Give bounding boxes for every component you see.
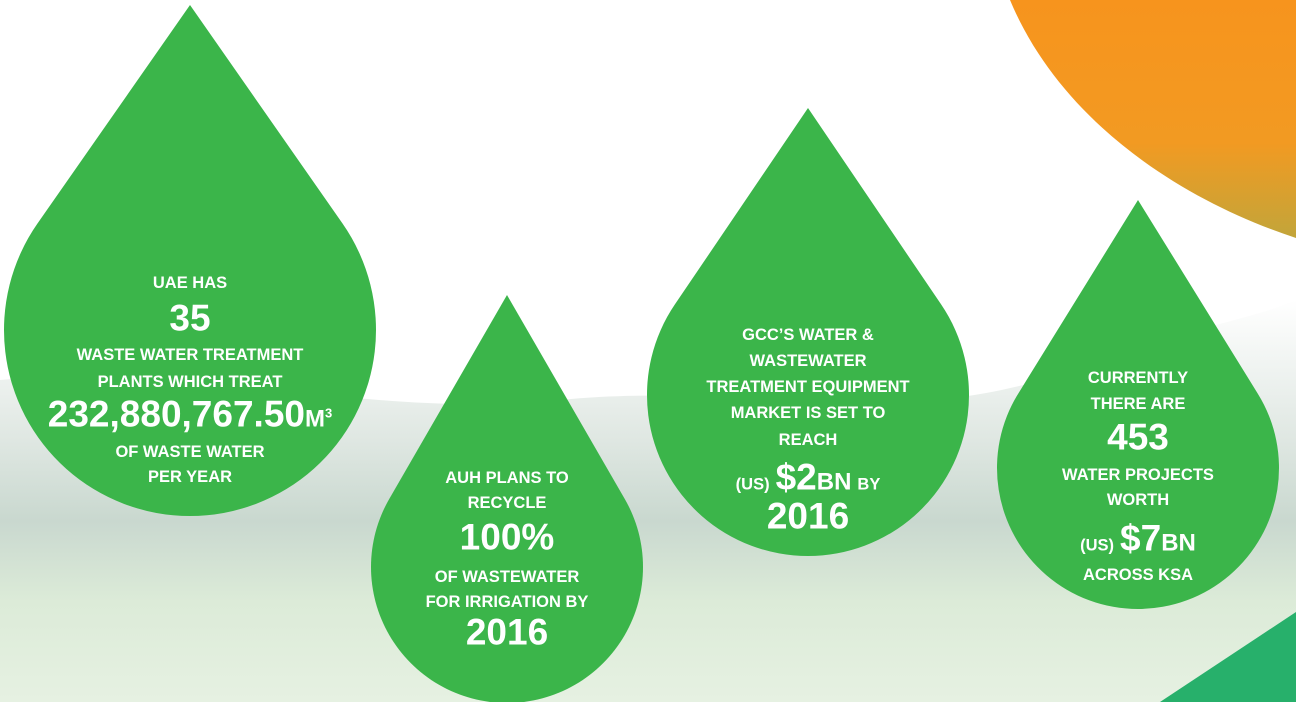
text-part: M <box>304 405 325 433</box>
text-part: 232,880,767.50 <box>47 393 305 435</box>
drop-text-line: FOR IRRIGATION BY <box>425 592 589 611</box>
text-part: (US) <box>1080 536 1115 555</box>
water-drop <box>647 108 969 556</box>
drop-text-line: THERE ARE <box>1090 394 1186 413</box>
text-part: $2 <box>775 456 817 498</box>
water-drop <box>3 5 376 516</box>
drop-text-line: AUH PLANS TO <box>445 468 569 487</box>
drop-text-line: (US) $7BN <box>958 520 1296 557</box>
text-part: $7 <box>1120 517 1162 559</box>
text-part: BN <box>816 468 852 496</box>
orange-shape <box>1010 0 1296 238</box>
drop-text-line: 2016 <box>766 495 850 537</box>
water-drop <box>371 295 643 702</box>
drop-text-line: (US) $2BN BY <box>628 459 988 496</box>
drop-text-line: ACROSS KSA <box>1082 565 1193 584</box>
drop-text-line: WASTEWATER <box>749 351 867 370</box>
drop-text-line: WATER PROJECTS <box>1062 465 1214 484</box>
text-part: BN <box>1161 529 1196 557</box>
drop-text-line: PLANTS WHICH TREAT <box>97 372 283 391</box>
drop-text-line: 2016 <box>465 611 549 653</box>
drop-text-line: GCC’S WATER & <box>742 325 874 344</box>
text-part: BY <box>857 475 881 494</box>
drop-text-line: 232,880,767.50M3 <box>10 396 370 433</box>
drop-text-line: RECYCLE <box>467 493 547 512</box>
drop-text-line: OF WASTEWATER <box>434 567 580 586</box>
drop-text-line: WASTE WATER TREATMENT <box>76 345 304 364</box>
drop-text-line: TREATMENT EQUIPMENT <box>706 377 910 396</box>
drop-text-line: 100% <box>459 516 555 558</box>
text-part: (US) <box>735 475 770 494</box>
drop-text-line: 453 <box>1107 416 1169 458</box>
drop-text-line: UAE HAS <box>152 273 228 292</box>
drop-text-line: 35 <box>169 297 211 339</box>
drop-text-line: CURRENTLY <box>1087 368 1189 387</box>
text-part: 3 <box>324 405 333 421</box>
drop-text-line: MARKET IS SET TO <box>730 403 886 422</box>
drop-text-line: WORTH <box>1106 490 1170 509</box>
water-drop <box>997 200 1280 609</box>
drop-text-line: OF WASTE WATER <box>115 442 265 461</box>
green-corner <box>1160 612 1296 702</box>
drop-text-line: PER YEAR <box>147 467 233 486</box>
drop-text-line: REACH <box>778 430 838 449</box>
